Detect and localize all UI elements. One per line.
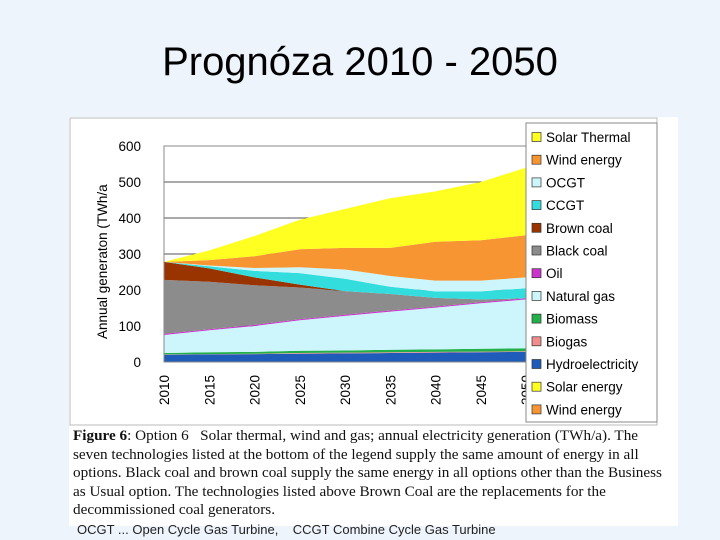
y-tick-label: 0: [133, 355, 141, 370]
legend-label: CCGT: [546, 198, 584, 213]
x-tick-label: 2040: [429, 375, 444, 405]
legend-swatch: [531, 200, 542, 210]
y-tick-label: 100: [118, 319, 141, 334]
area-natural-gas: [164, 299, 526, 353]
legend-label: Hydroelectricity: [546, 357, 639, 372]
x-tick-label: 2025: [293, 375, 308, 405]
series-areas: [164, 167, 526, 362]
x-tick-labels: 201020152020202520302035204020452050: [157, 375, 534, 405]
area-biogas: [164, 351, 526, 355]
x-tick-label: 2030: [338, 375, 353, 405]
legend-label: Oil: [546, 266, 563, 281]
area-brown-coal: [164, 261, 526, 300]
area-oil: [164, 298, 526, 335]
legend-label: Black coal: [546, 244, 608, 259]
legend-swatch: [531, 291, 542, 301]
x-tick-label: 2015: [202, 375, 217, 405]
area-ccgt: [164, 261, 526, 300]
area-black-coal: [164, 279, 526, 334]
y-tick-label: 300: [118, 247, 141, 262]
area-hydroelectricity: [164, 351, 526, 362]
caption-text: Solar thermal, wind and gas; annual elec…: [73, 427, 662, 518]
legend-swatch: [531, 132, 542, 142]
x-tick-label: 2045: [474, 375, 489, 405]
legend-swatch: [531, 381, 542, 392]
stacked-area-chart: 0 100 200 300 400 500 600 2010 2015 2020 2025 2030…: [69, 117, 658, 426]
legend-swatch: [531, 336, 542, 347]
figure-panel: 0 100 200 300 400 500 600 2010 2015 2020 2025 2030…: [69, 117, 678, 526]
legend-box: [525, 122, 658, 423]
figure-caption: Figure 6: Option 6 Solar thermal, wind a…: [73, 427, 673, 520]
legend-label: Wind energy: [546, 402, 622, 417]
y-tick-label: 400: [118, 211, 141, 226]
y-tick-label: 500: [118, 175, 141, 190]
y-tick-label: 600: [118, 139, 141, 154]
legend-swatch: [531, 313, 542, 324]
y-tick-labels: 0 100 200 300 400 500 600: [118, 139, 141, 370]
slide-title: Prognóza 2010 - 2050: [162, 40, 558, 84]
area-biomass: [164, 348, 526, 355]
legend-label: Biomass: [546, 312, 598, 327]
legend-label: OCGT: [546, 175, 585, 190]
caption-option: : Option 6: [127, 427, 189, 444]
legend-label: Brown coal: [546, 221, 613, 236]
legend-swatch: [531, 404, 542, 415]
area-solar-thermal: [164, 167, 526, 262]
legend-label: Wind energy: [546, 153, 622, 168]
legend-swatch: [531, 245, 542, 256]
legend-label: Biogas: [546, 334, 588, 349]
caption-label: Figure 6: [73, 427, 128, 444]
legend-label: Solar energy: [546, 380, 623, 395]
legend-swatch: [531, 222, 542, 233]
legend-swatch: [531, 268, 542, 279]
legend: Solar Thermal Wind energy OCGT CCGT Brown co…: [531, 130, 639, 417]
legend-swatch: [531, 177, 542, 188]
legend-swatch: [531, 359, 542, 369]
legend-label: Natural gas: [546, 289, 615, 304]
y-tick-label: 200: [118, 283, 141, 298]
legend-swatch: [531, 154, 542, 165]
x-tick-label: 2020: [248, 375, 263, 405]
x-tick-label: 2010: [157, 375, 172, 405]
area-ocgt: [164, 261, 526, 292]
x-tick-label: 2035: [383, 375, 398, 405]
area-wind-energy: [164, 235, 526, 281]
y-axis-label: Annual generaton (TWh/a: [95, 184, 110, 339]
legend-label: Solar Thermal: [546, 130, 631, 145]
footnote: OCGT ... Open Cycle Gas Turbine, CCGT Co…: [77, 522, 496, 537]
